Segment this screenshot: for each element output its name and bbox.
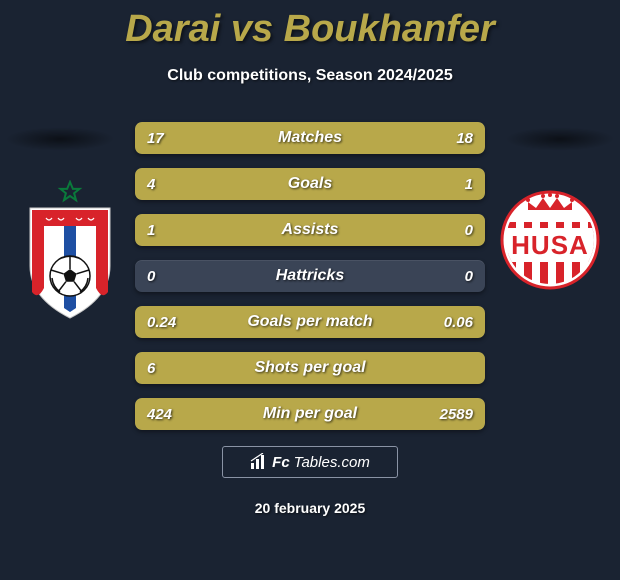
stat-value-left: 0.24 xyxy=(147,306,176,338)
stat-row: Assists1 0 xyxy=(135,214,485,246)
player-silhouette-shadow-right xyxy=(505,127,615,151)
stat-value-right: 0.06 xyxy=(444,306,473,338)
comparison-bars: Matches1718Goals41Assists10Hattricks00Go… xyxy=(135,122,485,444)
stat-row: Shots per goal6 xyxy=(135,352,485,384)
stat-value-right: 1 xyxy=(465,168,473,200)
stat-label: Min per goal xyxy=(135,398,485,430)
svg-text:HUSA: HUSA xyxy=(511,230,589,260)
player-silhouette-shadow-left xyxy=(5,127,115,151)
stat-label: Goals per match xyxy=(135,306,485,338)
subtitle: Club competitions, Season 2024/2025 xyxy=(0,67,620,85)
stat-value-left: 17 xyxy=(147,122,164,154)
footer-date: 20 february 2025 xyxy=(0,500,620,516)
stat-row: Min per goal424 2589 xyxy=(135,398,485,430)
stat-value-left: 4 xyxy=(147,168,155,200)
page-title: Darai vs Boukhanfer xyxy=(0,0,620,51)
stat-value-right: 2589 xyxy=(440,398,473,430)
stat-row: Matches17 18 xyxy=(135,122,485,154)
stat-row: Goals per match0.24 0.06 xyxy=(135,306,485,338)
chart-icon xyxy=(250,453,268,471)
stat-value-right: 18 xyxy=(456,122,473,154)
stat-label: Shots per goal xyxy=(135,352,485,384)
club-crest-left xyxy=(20,180,120,320)
stat-value-left: 1 xyxy=(147,214,155,246)
stat-label: Matches xyxy=(135,122,485,154)
stat-value-left: 0 xyxy=(147,260,155,292)
stat-value-left: 6 xyxy=(147,352,155,384)
stat-row: Hattricks0 0 xyxy=(135,260,485,292)
brand-suffix: Tables.com xyxy=(294,454,370,471)
stat-label: Goals xyxy=(135,168,485,200)
stat-value-left: 424 xyxy=(147,398,172,430)
brand-badge: FcTables.com xyxy=(222,446,398,478)
stat-row: Goals4 1 xyxy=(135,168,485,200)
stat-value-right: 0 xyxy=(465,214,473,246)
brand-prefix: Fc xyxy=(272,454,290,471)
stat-label: Hattricks xyxy=(135,260,485,292)
club-crest-right: HUSA xyxy=(500,180,600,320)
stat-label: Assists xyxy=(135,214,485,246)
stat-value-right: 0 xyxy=(465,260,473,292)
